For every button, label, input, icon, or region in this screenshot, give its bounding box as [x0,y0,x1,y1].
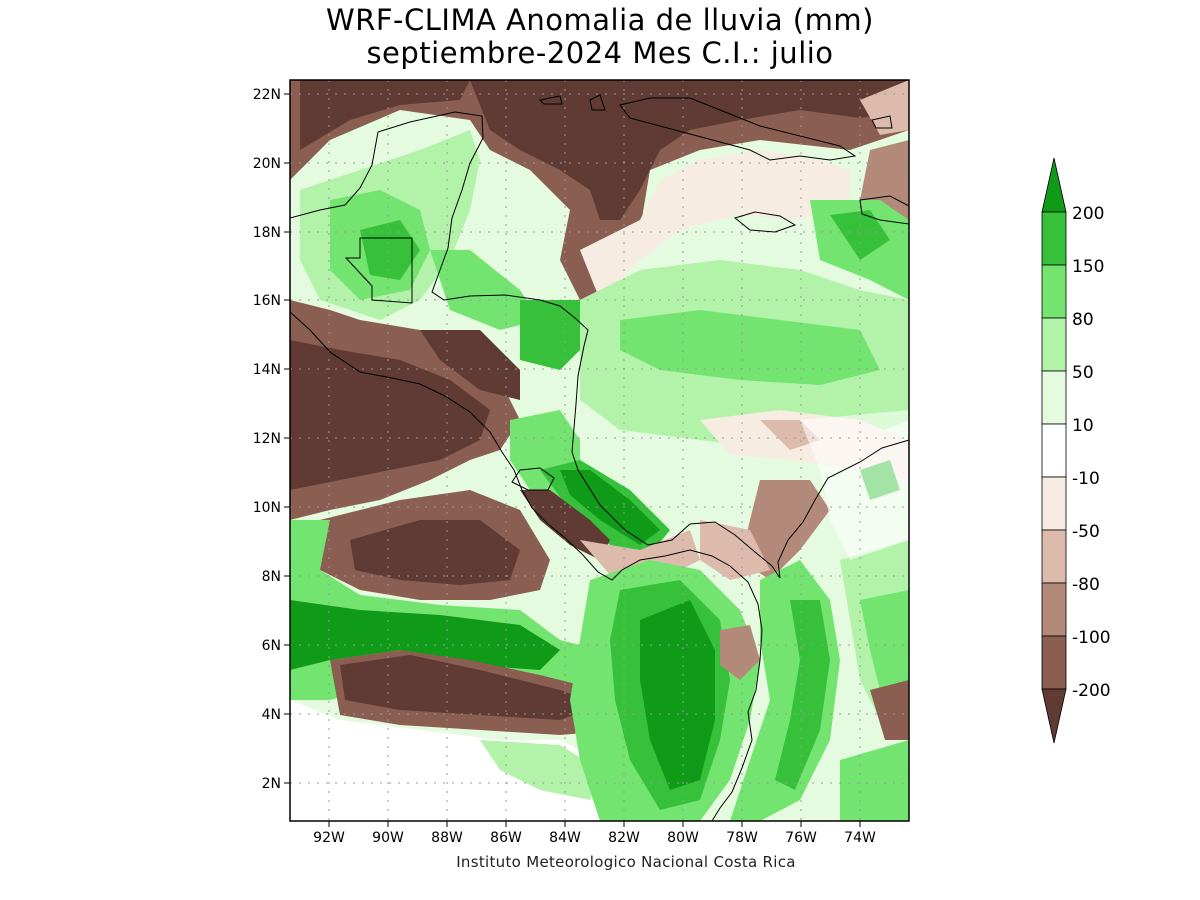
anomaly-field [290,80,909,821]
colorbar-label-m80: -80 [1072,575,1100,595]
lon-label-74w: 74W [844,830,876,846]
coastlines [290,94,909,821]
colorbar-box-m10-10 [1041,423,1067,478]
colorbar-label-10: 10 [1072,416,1094,436]
lat-label-8n: 8N [262,569,281,585]
colorbar-box-m80-m50 [1041,529,1067,584]
colorbar [1041,157,1067,744]
lat-label-22n: 22N [253,87,281,103]
map-subtitle: septiembre-2024 Mes C.I.: julio [366,36,834,70]
colorbar-box-m100-m80 [1041,582,1067,637]
lon-label-76w: 76W [785,830,817,846]
colorbar-box-10-50 [1041,370,1067,425]
lon-label-88w: 88W [431,830,463,846]
lon-label-90w: 90W [372,830,404,846]
colorbar-labels: 200 150 80 50 10 -10 -50 -80 -100 -200 [1072,204,1111,701]
lat-label-10n: 10N [253,500,281,516]
lat-label-4n: 4N [262,707,281,723]
map-frame [289,79,910,822]
colorbar-label-m200: -200 [1072,681,1111,701]
graticule [290,80,909,821]
lon-label-80w: 80W [667,830,699,846]
axis-ticks [284,93,861,827]
colorbar-box-80-150 [1041,264,1067,319]
colorbar-arrow-bottom [1041,688,1067,744]
lon-label-78w: 78W [726,830,758,846]
lat-label-12n: 12N [253,431,281,447]
colorbar-box-m50-m10 [1041,476,1067,531]
lon-label-92w: 92W [313,830,345,846]
credit-line: Instituto Meteorologico Nacional Costa R… [456,853,796,871]
lat-label-16n: 16N [253,293,281,309]
colorbar-label-m50: -50 [1072,522,1100,542]
colorbar-arrow-top [1041,157,1067,213]
colorbar-label-150: 150 [1072,257,1104,277]
colorbar-label-50: 50 [1072,363,1094,383]
map-title: WRF-CLIMA Anomalia de lluvia (mm) [326,3,874,37]
colorbar-box-150-200 [1041,211,1067,266]
lon-label-84w: 84W [549,830,581,846]
colorbar-box-50-80 [1041,317,1067,372]
lon-label-82w: 82W [608,830,640,846]
colorbar-label-m10: -10 [1072,469,1100,489]
colorbar-label-80: 80 [1072,310,1094,330]
colorbar-box-m200-m100 [1041,635,1067,690]
lat-label-2n: 2N [262,776,281,792]
lat-label-18n: 18N [253,225,281,241]
lon-label-86w: 86W [490,830,522,846]
lat-label-6n: 6N [262,638,281,654]
lat-label-20n: 20N [253,156,281,172]
colorbar-label-m100: -100 [1072,628,1111,648]
lat-label-14n: 14N [253,362,281,378]
colorbar-label-200: 200 [1072,204,1104,224]
